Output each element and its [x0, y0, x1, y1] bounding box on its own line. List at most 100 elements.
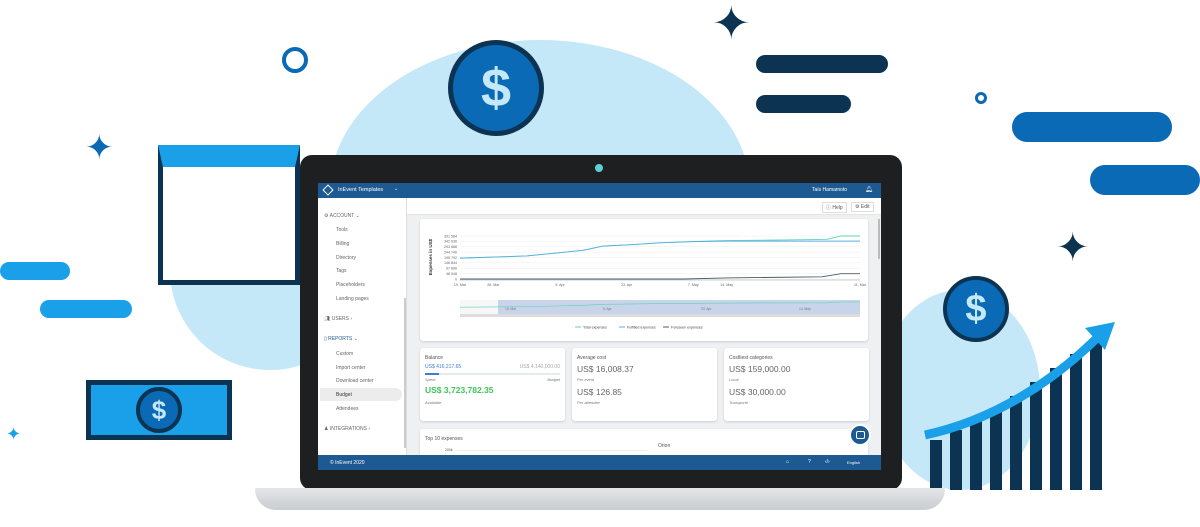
- sidebar-item-tags[interactable]: Tags: [336, 268, 347, 274]
- y-tick-label: 195 792: [444, 256, 457, 260]
- navigator-tick-label: 23. Apr: [701, 307, 712, 311]
- sidebar-section-account[interactable]: ⚙ ACCOUNT ⌄: [324, 213, 360, 219]
- balance-card: Balance US$ 416,217.65 US$ 4,140,000.00 …: [420, 348, 565, 421]
- star-icon: ✦: [712, 0, 751, 49]
- ring-icon: [282, 47, 308, 73]
- gridline: [457, 450, 647, 451]
- cloud-shape: [1090, 165, 1200, 195]
- help-icon[interactable]: ?: [808, 459, 811, 465]
- budget-label: Budget: [547, 377, 560, 382]
- series-line-total-expenses: [459, 235, 860, 259]
- sidebar-item-directory[interactable]: Directory: [336, 255, 357, 261]
- legend-label: Orion: [658, 443, 671, 449]
- toolbar: [407, 198, 881, 215]
- y-tick-label: 244 740: [444, 250, 457, 254]
- x-tick-label: 9. Apr: [555, 283, 565, 287]
- navigator-range: [498, 300, 860, 314]
- x-tick-label: 19. Mar: [454, 283, 467, 287]
- webcam-icon: [595, 164, 603, 172]
- top-bar: InEvent Templates ⌄ Taís Hamamoto 🔔︎: [318, 183, 881, 198]
- per-event-value: US$ 16,008.37: [577, 364, 634, 374]
- sidebar-scrollbar[interactable]: [404, 298, 406, 448]
- footer: © InEvent 2020 ⌂ ? ‹/› English: [318, 455, 881, 470]
- legend-label: Foreseen expenses: [671, 325, 703, 329]
- edit-label: Edit: [860, 204, 870, 210]
- legend-label: Total expenses: [583, 325, 607, 329]
- budget-progress-fill: [425, 373, 439, 375]
- cloud-shape: [756, 95, 851, 113]
- sidebar-item-tools[interactable]: Tools: [336, 227, 348, 233]
- cloud-shape: [0, 262, 70, 280]
- y-tick-label: 146 844: [444, 261, 457, 265]
- available-value: US$ 3,723,782.35: [425, 385, 494, 395]
- card-title: Balance: [425, 355, 444, 361]
- series-line-foreseen-expenses: [460, 273, 860, 280]
- section-label: ACCOUNT: [329, 213, 355, 219]
- sidebar-item-placeholders[interactable]: Placeholders: [336, 282, 365, 288]
- dollar-coin-icon: $: [943, 276, 1009, 342]
- y-tick-label: 342 636: [444, 240, 457, 244]
- sidebar-section-integrations[interactable]: ♟ INTEGRATIONS ›: [324, 426, 371, 432]
- star-icon: ✦: [85, 129, 114, 167]
- y-tick-label: 391 584: [444, 234, 457, 238]
- navigator-series: [459, 301, 860, 308]
- app-screen: InEvent Templates ⌄ Taís Hamamoto 🔔︎ ⓘ H…: [318, 183, 881, 470]
- edit-button[interactable]: ⚙ Edit: [851, 202, 874, 212]
- section-label: REPORTS: [328, 336, 353, 342]
- x-tick-label: 23. Apr: [621, 283, 633, 287]
- costliest-categories-card: Costliest categories US$ 159,000.00 Loca…: [724, 348, 869, 421]
- navigator-tick-label: 14. May: [799, 307, 811, 311]
- section-label: USERS: [331, 316, 349, 322]
- app-logo-icon: [322, 184, 334, 196]
- y-axis-title: Expenses in US$: [428, 238, 433, 275]
- x-tick-label: 14. May: [720, 283, 733, 287]
- chat-icon: [855, 431, 865, 439]
- copyright: © InEvent 2020: [330, 460, 365, 466]
- language-selector[interactable]: English: [847, 460, 861, 465]
- user-menu[interactable]: Taís Hamamoto: [812, 187, 848, 193]
- average-cost-card: Average cost US$ 16,008.37 Per event US$…: [572, 348, 717, 421]
- cloud-shape: [756, 55, 888, 73]
- card-title: Average cost: [577, 355, 607, 361]
- chevron-down-icon[interactable]: ⌄: [394, 186, 399, 192]
- per-event-label: Per event: [577, 377, 595, 382]
- spent-label: Spent: [425, 377, 436, 382]
- navigator-tick-label: 19. Mar: [505, 307, 517, 311]
- expenses-chart-card: 391 584 342 636 293 688 244 740 195 792 146 8…: [420, 219, 868, 341]
- spent-value: US$ 416,217.65: [425, 364, 462, 370]
- category-label: Local: [729, 377, 739, 382]
- sidebar-section-reports[interactable]: ▯ REPORTS ⌄: [324, 336, 358, 342]
- category-value: US$ 159,000.00: [729, 364, 791, 374]
- y-tick-label: 293 688: [444, 245, 457, 249]
- home-icon[interactable]: ⌂: [786, 459, 790, 465]
- sidebar-item-budget[interactable]: Budget: [336, 392, 352, 398]
- y-tick-label: 0: [455, 277, 457, 281]
- sidebar-item-import-center[interactable]: Import center: [336, 365, 366, 371]
- x-tick-label: 11. Mar: [854, 283, 867, 287]
- budget-value: US$ 4,140,000.00: [519, 364, 560, 370]
- sidebar-section-users[interactable]: 👥︎ USERS ›: [324, 316, 353, 322]
- card-title: Costliest categories: [729, 355, 773, 361]
- star-icon: ✦: [6, 424, 22, 444]
- category-value: US$ 30,000.00: [729, 387, 786, 397]
- available-label: Available: [425, 400, 442, 405]
- sidebar-item-attendees[interactable]: Attendees: [336, 406, 359, 412]
- help-button[interactable]: ⓘ Help: [822, 202, 847, 213]
- per-attendee-value: US$ 126.85: [577, 387, 622, 397]
- main-scrollbar[interactable]: [878, 219, 880, 259]
- chat-button[interactable]: [849, 424, 871, 446]
- sidebar-item-active-bg: [320, 388, 402, 401]
- sidebar-item-custom[interactable]: Custom: [336, 351, 354, 357]
- code-icon[interactable]: ‹/›: [825, 459, 830, 465]
- legend-label: Fulfilled expenses: [627, 325, 656, 329]
- dollar-coin-icon: $: [448, 40, 544, 136]
- banknote-icon: $: [86, 380, 232, 440]
- x-tick-label: 26. Mar: [487, 283, 500, 287]
- card-title: Top 10 expenses: [425, 436, 463, 442]
- brand-switcher[interactable]: InEvent Templates: [338, 187, 384, 193]
- sidebar-item-landing-pages[interactable]: Landing pages: [336, 296, 369, 302]
- sidebar-item-download-center[interactable]: Download center: [336, 378, 374, 384]
- bell-icon[interactable]: 🔔︎: [865, 187, 873, 193]
- sidebar-item-billing[interactable]: Billing: [336, 241, 350, 247]
